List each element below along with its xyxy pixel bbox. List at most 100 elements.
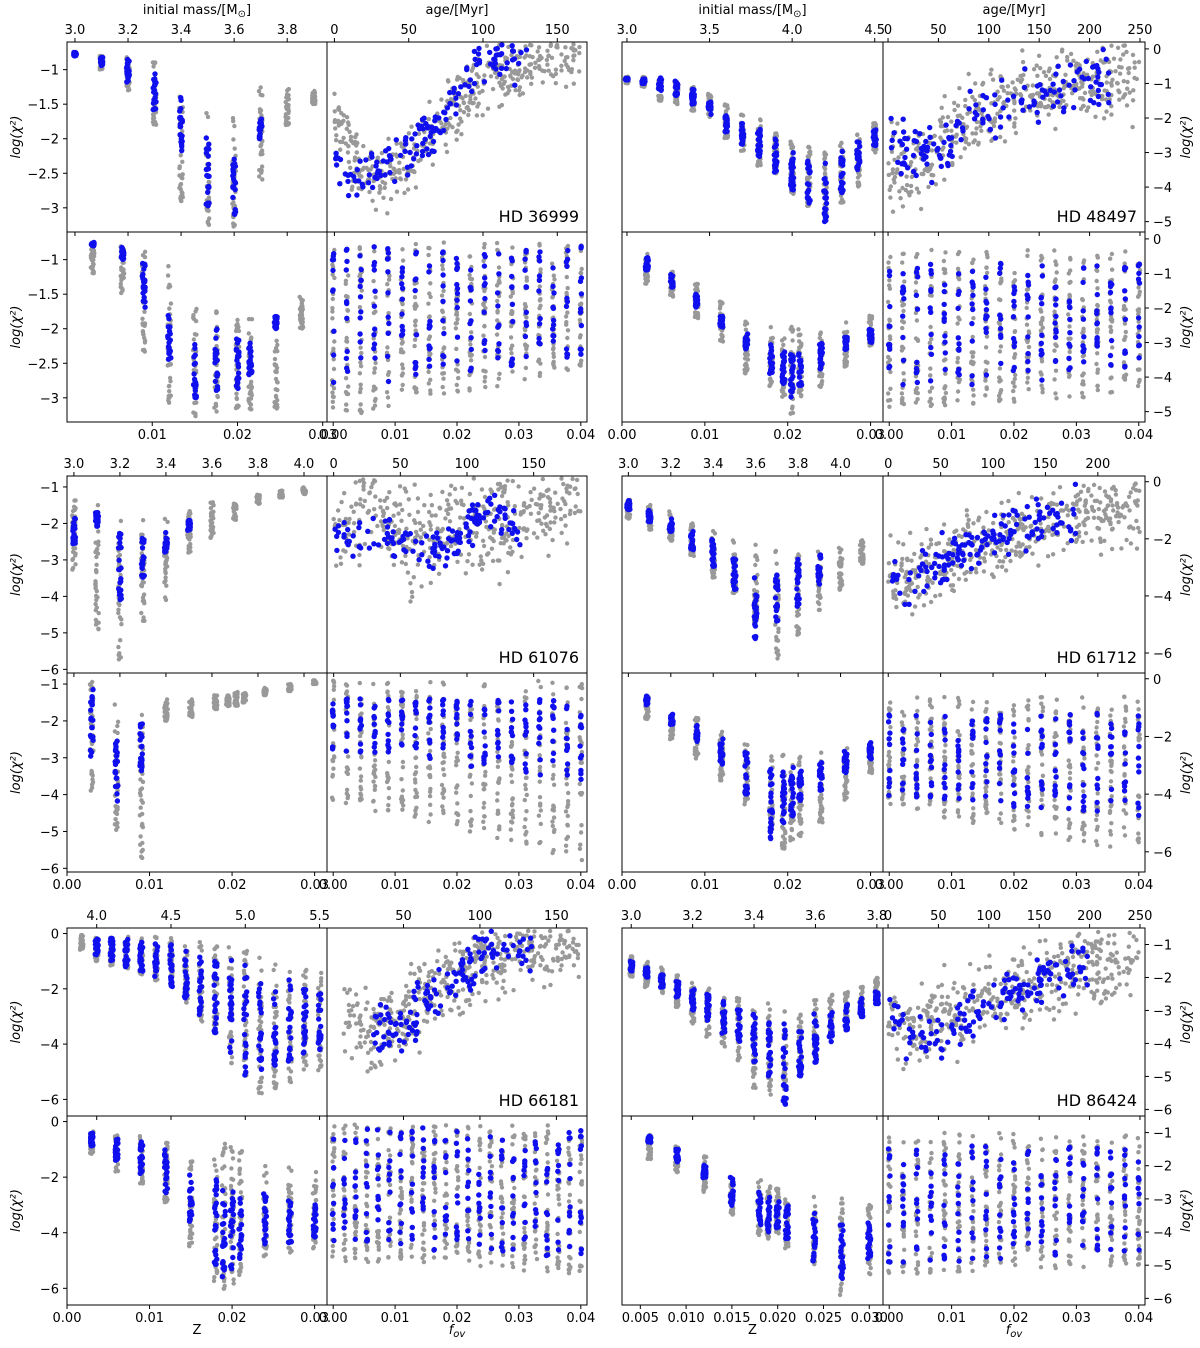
blue-model-point — [427, 364, 432, 369]
blue-model-point — [623, 76, 628, 81]
gray-model-point — [509, 351, 513, 355]
star-label: HD 36999 — [499, 207, 579, 226]
blue-model-point — [247, 341, 252, 346]
blue-model-point — [887, 342, 892, 347]
blue-model-point — [927, 125, 932, 130]
blue-model-point — [1106, 70, 1111, 75]
gray-model-point — [414, 242, 418, 246]
blue-model-point — [551, 318, 556, 323]
blue-model-point — [842, 347, 847, 352]
blue-model-point — [980, 93, 985, 98]
blue-model-point — [523, 284, 528, 289]
gray-model-point — [1063, 73, 1067, 77]
gray-model-point — [1117, 90, 1121, 94]
blue-model-point — [425, 125, 430, 130]
blue-model-point — [358, 339, 363, 344]
blue-model-point — [482, 275, 487, 280]
blue-model-point — [1051, 104, 1056, 109]
blue-model-point — [522, 268, 527, 273]
gray-model-point — [957, 380, 961, 384]
blue-model-point — [578, 352, 583, 357]
blue-model-point — [420, 141, 425, 146]
gray-model-point — [1012, 271, 1016, 275]
blue-model-point — [928, 345, 933, 350]
blue-model-point — [1106, 100, 1111, 105]
blue-model-point — [468, 298, 473, 303]
blue-model-point — [272, 319, 277, 324]
blue-model-point — [818, 366, 823, 371]
panel-age: 0 50 100 150 200 250 — [883, 23, 1152, 236]
gray-model-point — [513, 88, 517, 92]
gray-model-point — [1083, 91, 1087, 95]
gray-model-point — [473, 96, 477, 100]
blue-model-point — [947, 152, 952, 157]
blue-model-point — [466, 84, 471, 89]
blue-model-point — [1011, 303, 1016, 308]
blue-model-point — [152, 88, 157, 93]
gray-model-point — [946, 115, 950, 119]
gray-model-point — [823, 156, 827, 160]
gray-model-point — [298, 295, 302, 299]
gray-model-point — [431, 163, 435, 167]
blue-model-point — [191, 354, 196, 359]
panel-fov: 0.00 0.01 0.02 0.03 0.04 — [319, 232, 596, 443]
blue-model-point — [1050, 82, 1055, 87]
gray-model-point — [397, 171, 401, 175]
gray-model-point — [536, 49, 540, 53]
blue-model-point — [1036, 120, 1041, 125]
blue-model-point — [889, 145, 894, 150]
gray-model-point — [1057, 105, 1061, 109]
gray-model-point — [554, 68, 558, 72]
blue-model-point — [386, 321, 391, 326]
blue-model-point — [708, 112, 713, 117]
gray-model-point — [943, 403, 947, 407]
blue-model-point — [372, 289, 377, 294]
blue-model-point — [969, 301, 974, 306]
gray-model-point — [235, 405, 239, 409]
gray-model-point — [458, 108, 462, 112]
y-axis-label: log(χ²) — [9, 116, 24, 159]
blue-model-point — [510, 302, 515, 307]
gray-model-point — [426, 253, 430, 257]
blue-model-point — [998, 124, 1003, 129]
blue-model-point — [929, 180, 934, 185]
blue-model-point — [235, 386, 240, 391]
blue-model-point — [403, 135, 408, 140]
blue-model-point — [538, 316, 543, 321]
gray-model-point — [954, 141, 958, 145]
gray-model-point — [970, 131, 974, 135]
blue-model-point — [970, 307, 975, 312]
gray-model-point — [873, 150, 877, 154]
gray-model-point — [559, 64, 563, 68]
gray-model-point — [142, 310, 146, 314]
blue-model-point — [141, 298, 146, 303]
gray-model-point — [388, 164, 392, 168]
gray-model-point — [538, 361, 542, 365]
gray-model-point — [332, 92, 336, 96]
gray-model-point — [823, 171, 827, 175]
gray-model-point — [554, 72, 558, 76]
gray-model-point — [497, 377, 501, 381]
gray-model-point — [371, 388, 375, 392]
blue-model-point — [510, 43, 515, 48]
blue-model-point — [346, 193, 351, 198]
gray-model-point — [273, 363, 277, 367]
blue-model-point — [230, 195, 235, 200]
gray-model-point — [1040, 316, 1044, 320]
blue-model-point — [414, 143, 419, 148]
blue-model-point — [232, 179, 237, 184]
blue-model-point — [360, 184, 365, 189]
blue-model-point — [140, 290, 145, 295]
blue-model-point — [1057, 87, 1062, 92]
data-points — [332, 42, 581, 215]
blue-model-point — [482, 348, 487, 353]
gray-model-point — [232, 124, 236, 128]
blue-model-point — [495, 290, 500, 295]
blue-model-point — [564, 264, 569, 269]
blue-model-point — [923, 154, 928, 159]
gray-model-point — [900, 186, 904, 190]
blue-model-point — [985, 114, 990, 119]
gray-model-point — [1032, 67, 1036, 71]
gray-model-point — [891, 210, 895, 214]
gray-model-point — [275, 343, 279, 347]
